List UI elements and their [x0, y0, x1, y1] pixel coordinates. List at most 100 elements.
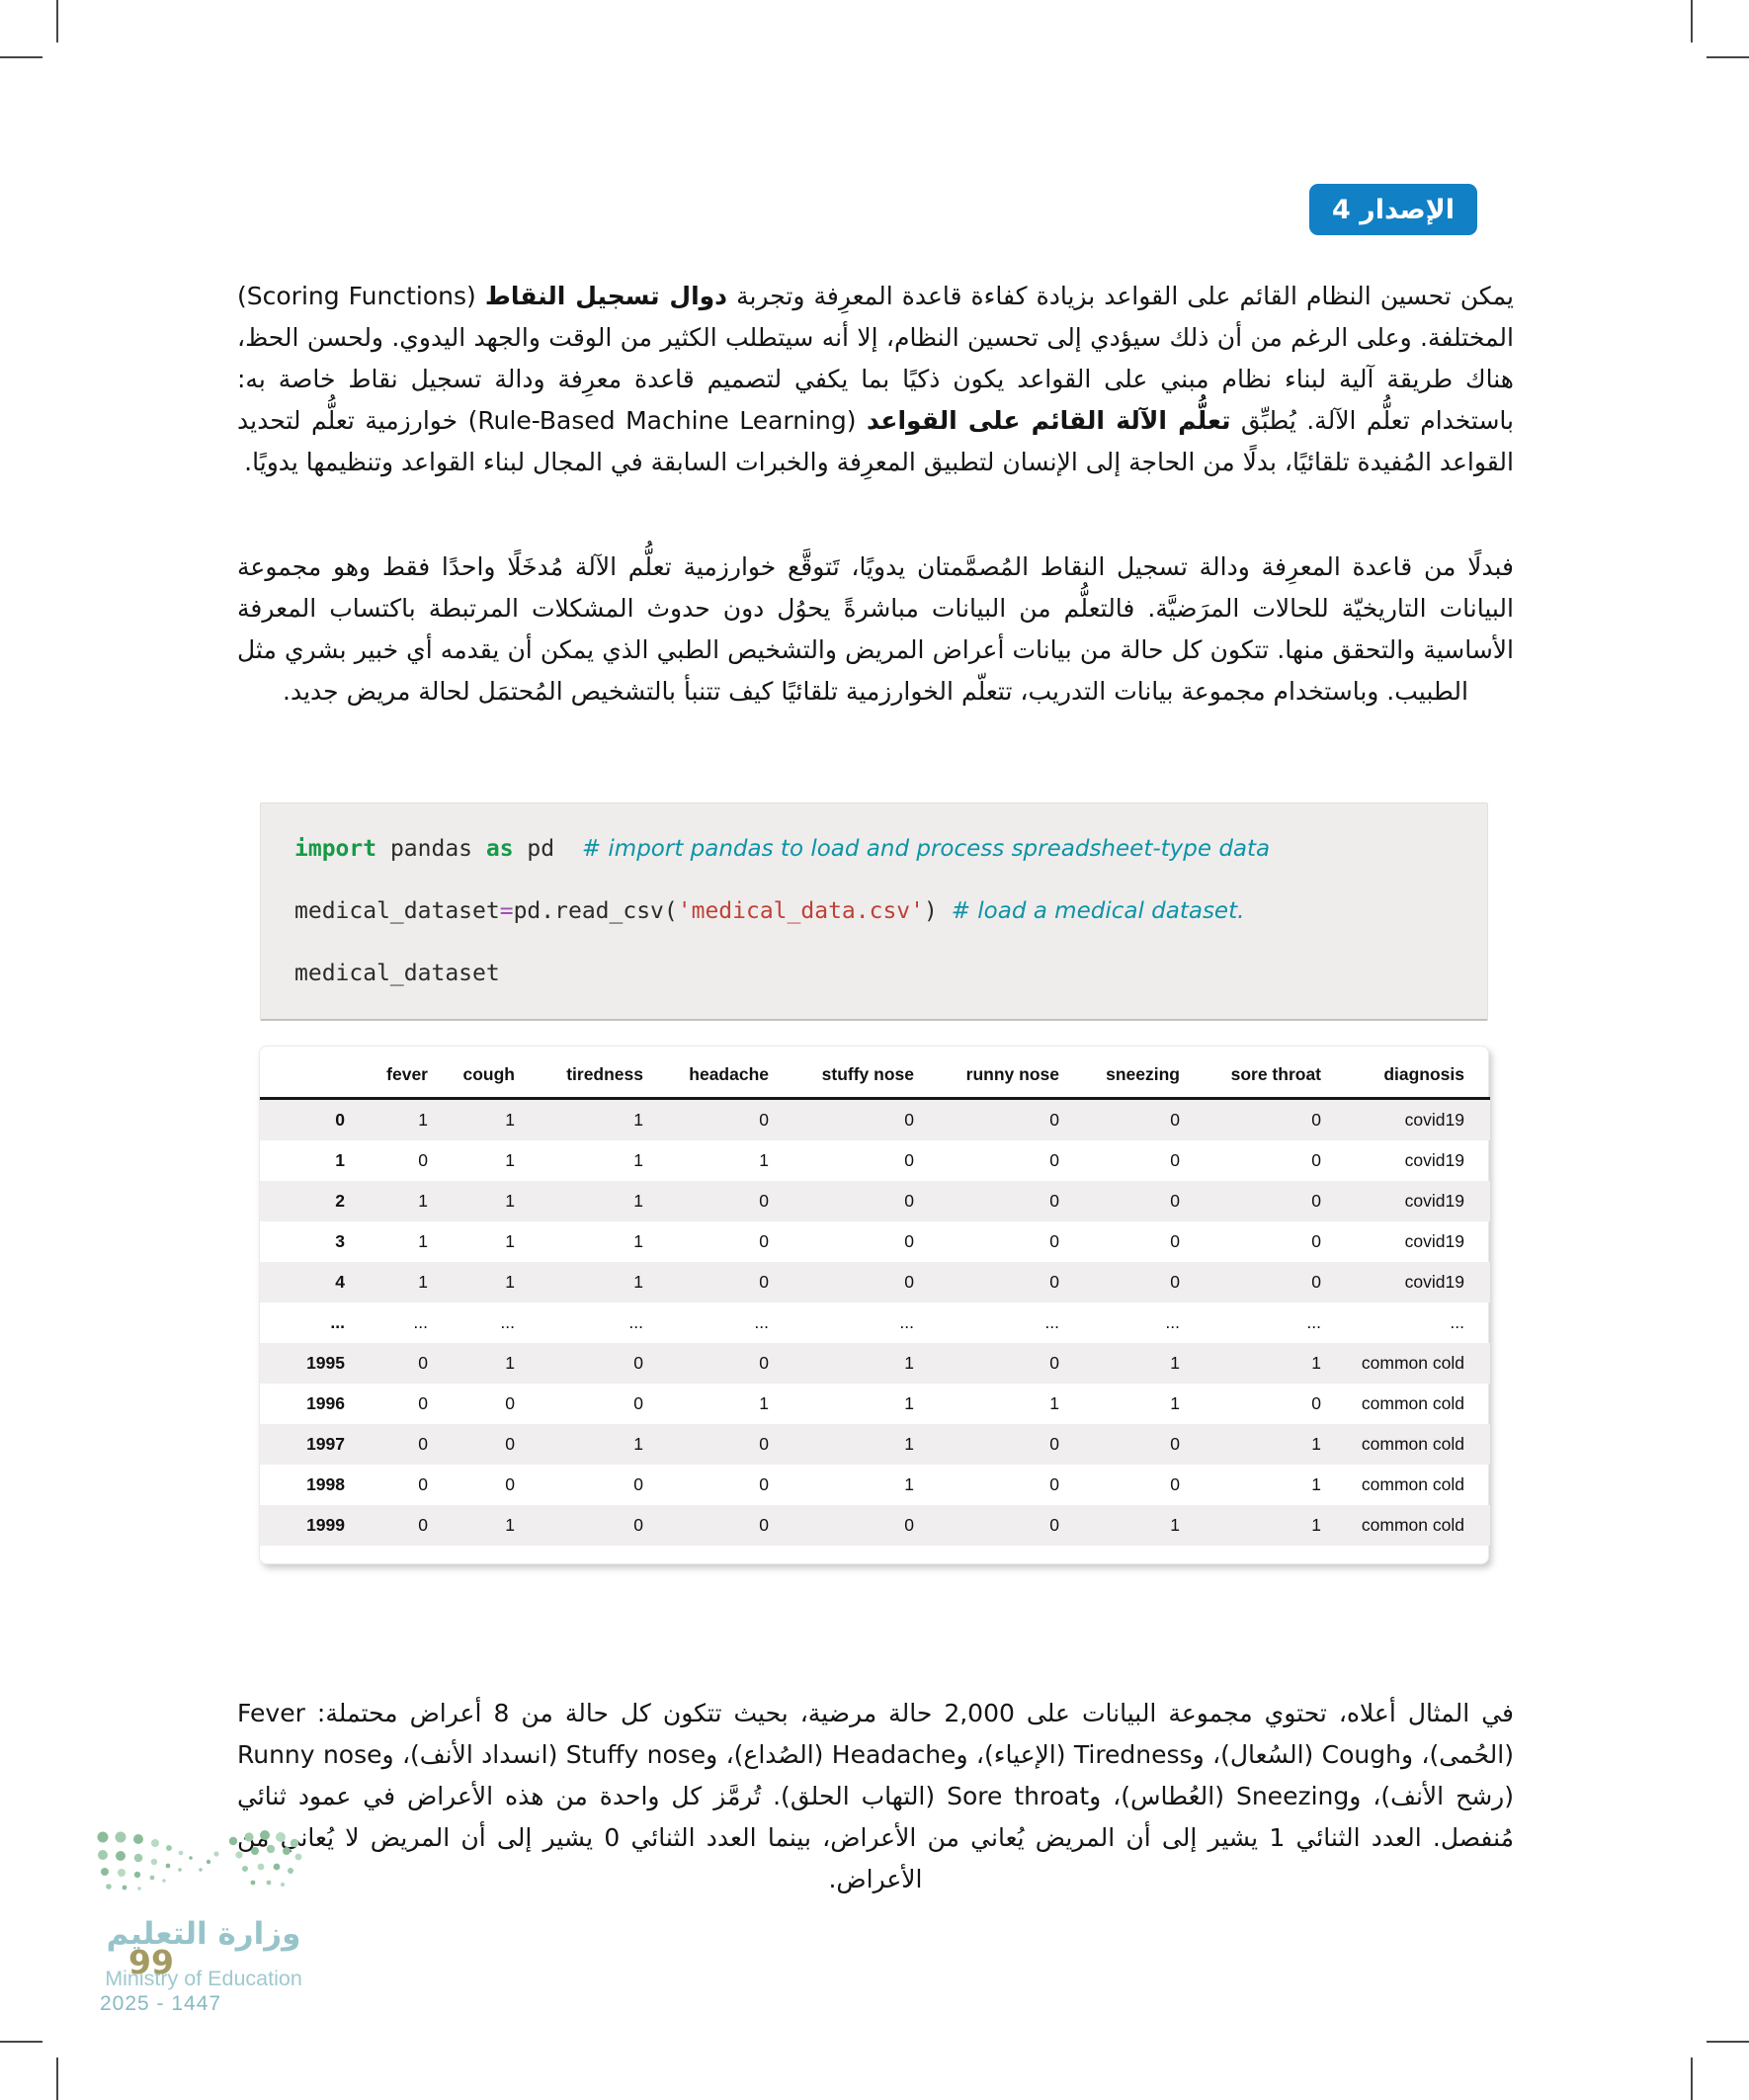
medical-dataset-table: fever cough tiredness headache stuffy nose ru…: [260, 1058, 1490, 1546]
table-row: 1998 0 0 0 0 1 0 0 1 common cold: [260, 1465, 1490, 1505]
table-cell: 0: [1311, 1393, 1321, 1413]
table-cell: 1: [1311, 1515, 1321, 1535]
table-cell: 0: [904, 1272, 914, 1292]
code-line: import pandas as pd # import pandas to l…: [294, 818, 1454, 881]
ministry-wordmark-arabic: وزارة التعليم: [106, 1916, 301, 1952]
ministry-wordmark-english: Ministry of Education: [105, 1967, 302, 1990]
table-cell: 0: [1170, 1110, 1180, 1130]
table-cell: 0: [1049, 1434, 1059, 1454]
table-cell: 1: [1311, 1353, 1321, 1373]
table-cell: covid19: [1404, 1150, 1464, 1170]
table-cell: ...: [754, 1312, 769, 1332]
table-cell: 1: [904, 1393, 914, 1413]
table-cell: 0: [418, 1353, 428, 1373]
column-header: headache: [643, 1058, 769, 1100]
crop-mark: [1691, 0, 1693, 42]
table-cell: common cold: [1361, 1353, 1464, 1373]
crop-mark: [1707, 56, 1749, 58]
row-index: 1995: [306, 1353, 345, 1373]
table-row: 1999 0 1 0 0 0 0 1 1 common cold: [260, 1505, 1490, 1546]
table-cell: ...: [500, 1312, 515, 1332]
table-row: 4 1 1 1 0 0 0 0 0 covid19: [260, 1262, 1490, 1302]
column-header: cough: [428, 1058, 515, 1100]
code-token: as: [485, 836, 514, 862]
table-cell: 0: [1049, 1150, 1059, 1170]
table-cell: 0: [418, 1393, 428, 1413]
version-badge-label: الإصدار 4: [1331, 194, 1456, 225]
dataset-explanation-paragraph: في المثال أعلاه، تحتوي مجموعة البيانات ع…: [237, 1693, 1514, 1900]
text-segment: في المثال أعلاه، تحتوي مجموعة البيانات ع…: [237, 1699, 1515, 1893]
table-cell: 0: [1049, 1272, 1059, 1292]
table-cell: 1: [1311, 1434, 1321, 1454]
table-cell: 1: [1311, 1474, 1321, 1494]
table-cell: ...: [413, 1312, 428, 1332]
table-cell: 0: [1170, 1231, 1180, 1251]
table-cell: 0: [418, 1474, 428, 1494]
table-cell: 0: [759, 1231, 769, 1251]
code-token: pd.read_csv(: [513, 898, 678, 924]
table-cell: 1: [633, 1110, 643, 1130]
table-row: ..............................: [260, 1302, 1490, 1343]
row-index: 0: [335, 1110, 345, 1130]
table-cell: 0: [759, 1272, 769, 1292]
code-token: # import pandas to load and process spre…: [581, 836, 1271, 862]
crop-mark: [0, 56, 42, 58]
table-cell: 0: [1311, 1272, 1321, 1292]
table-header-row: fever cough tiredness headache stuffy nose ru…: [260, 1058, 1490, 1100]
table-cell: 1: [759, 1393, 769, 1413]
table-cell: 1: [1049, 1393, 1059, 1413]
row-index: 1998: [306, 1474, 345, 1494]
table-cell: 0: [1170, 1150, 1180, 1170]
table-cell: 1: [505, 1231, 515, 1251]
table-row: 0 1 1 1 0 0 0 0 0 covid19: [260, 1098, 1490, 1140]
row-index: 3: [335, 1231, 345, 1251]
table-cell: 0: [1170, 1474, 1180, 1494]
table-cell: 1: [1170, 1515, 1180, 1535]
table-cell: 0: [1049, 1353, 1059, 1373]
table-cell: 0: [1311, 1231, 1321, 1251]
ministry-logo-dots-icon: [97, 1830, 302, 1890]
crop-mark: [56, 2058, 58, 2100]
table-cell: covid19: [1404, 1191, 1464, 1211]
table-cell: 1: [759, 1150, 769, 1170]
text-segment: (Scoring Functions) المختلفة. وعلى الرغم…: [237, 282, 1514, 435]
code-token: =: [499, 898, 514, 924]
table-cell: ...: [1044, 1312, 1059, 1332]
table-cell: ...: [1306, 1312, 1321, 1332]
text-segment: فبدلًا من قاعدة المعرِفة ودالة تسجيل الن…: [237, 552, 1514, 706]
table-cell: 0: [1049, 1231, 1059, 1251]
table-cell: 1: [633, 1272, 643, 1292]
row-index: 1996: [306, 1393, 345, 1413]
code-line: medical_dataset=pd.read_csv('medical_dat…: [294, 881, 1454, 943]
table-cell: covid19: [1404, 1110, 1464, 1130]
table-cell: 0: [1170, 1434, 1180, 1454]
table-cell: 0: [759, 1515, 769, 1535]
table-row: 1996 0 0 0 1 1 1 1 0 common cold: [260, 1384, 1490, 1424]
table-cell: 1: [904, 1353, 914, 1373]
table-cell: 1: [505, 1191, 515, 1211]
table-row: 1 0 1 1 1 0 0 0 0 covid19: [260, 1140, 1490, 1181]
code-token: 'medical_data.csv': [677, 898, 924, 924]
table-cell: common cold: [1361, 1515, 1464, 1535]
text-segment: تعلُّم الآلة القائم على القواعد: [866, 406, 1231, 435]
table-cell: 0: [633, 1474, 643, 1494]
code-token: pd: [513, 836, 582, 862]
table-cell: 0: [633, 1353, 643, 1373]
python-code-block: import pandas as pd # import pandas to l…: [260, 802, 1488, 1021]
crop-mark: [56, 0, 58, 42]
table-cell: ...: [899, 1312, 914, 1332]
column-header: diagnosis: [1321, 1058, 1490, 1100]
row-index: 1997: [306, 1434, 345, 1454]
table-cell: 0: [505, 1474, 515, 1494]
table-cell: ...: [628, 1312, 643, 1332]
table-cell: 0: [418, 1150, 428, 1170]
table-cell: ...: [1165, 1312, 1180, 1332]
table-cell: 1: [418, 1272, 428, 1292]
table-cell: common cold: [1361, 1474, 1464, 1494]
crop-mark: [1707, 2041, 1749, 2043]
table-cell: 1: [633, 1434, 643, 1454]
table-cell: 0: [1170, 1191, 1180, 1211]
edition-years: 2025 - 1447: [100, 1992, 222, 2015]
table-row: 1995 0 1 0 0 1 0 1 1 common cold: [260, 1343, 1490, 1384]
table-cell: 0: [1311, 1150, 1321, 1170]
